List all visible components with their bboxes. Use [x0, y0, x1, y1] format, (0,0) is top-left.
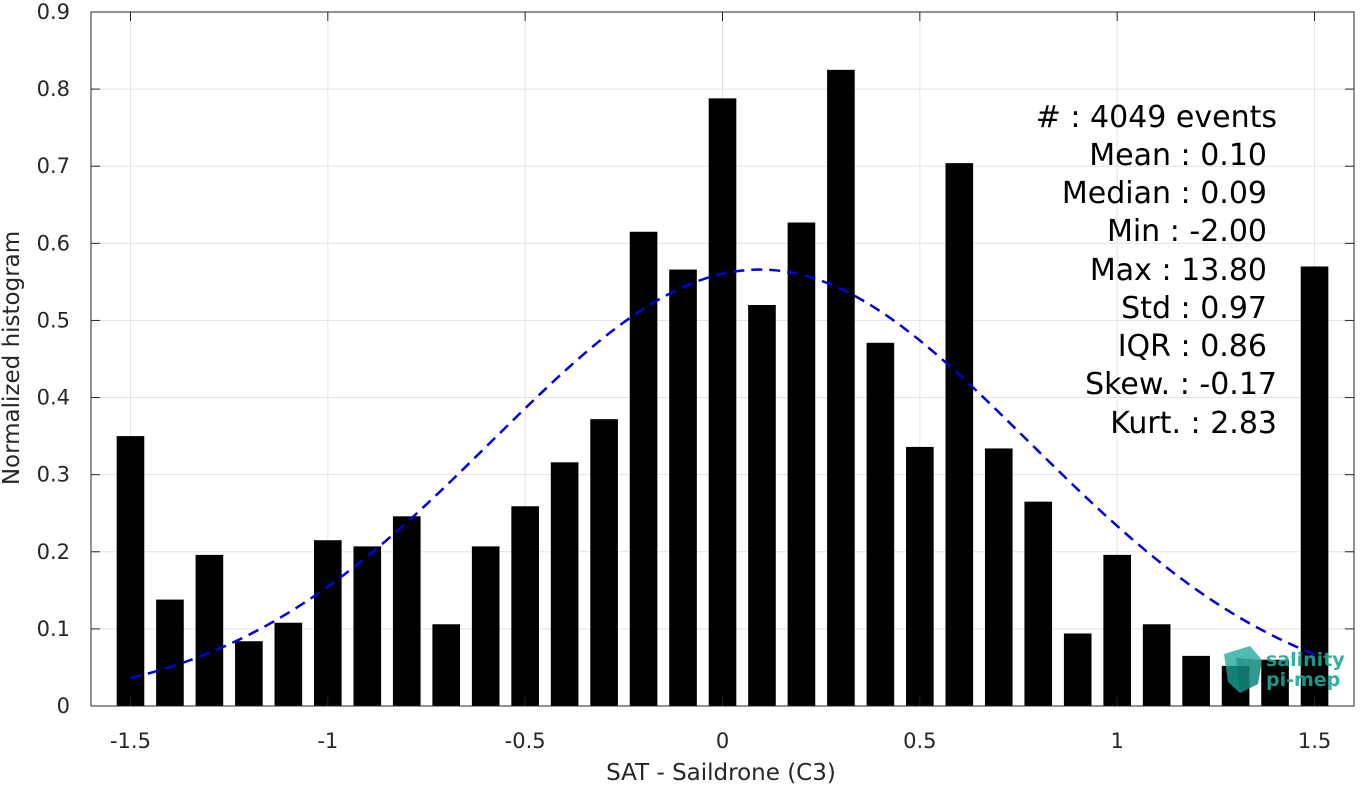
y-tick-label: 0.4	[37, 386, 70, 410]
tick-labels: -1.5 -1 -0.5 0 0.5 1 1.5 0 0.1 0.2 0.3 0.4 0.5 0.6 0.7…	[37, 0, 1332, 753]
histogram-bar	[748, 305, 776, 706]
histogram-bar	[1261, 659, 1289, 706]
y-tick-label: 0.5	[37, 308, 70, 332]
y-tick-label: 0.3	[37, 463, 70, 487]
histogram-bar	[1182, 655, 1210, 706]
x-tick-label: -0.5	[505, 729, 546, 753]
histogram-bar	[708, 98, 737, 706]
x-axis-label: SAT - Saildrone (C3)	[606, 760, 836, 785]
histogram-bar	[866, 342, 895, 706]
histogram-bar	[669, 269, 697, 706]
stat-median: Median : 0.09	[1062, 176, 1267, 211]
histogram-bar	[116, 436, 145, 706]
histogram-bar	[392, 516, 421, 706]
logo-cube-shade	[1236, 658, 1262, 693]
histogram-bar	[432, 624, 461, 706]
stat-events: # : 4049 events	[1036, 100, 1277, 135]
histogram-bar	[471, 546, 500, 706]
x-tick-label: 0.5	[903, 729, 936, 753]
x-tick-label: -1	[317, 729, 338, 753]
logo-line2: pi-mep	[1266, 669, 1340, 691]
y-axis-label: Normalized histogram	[0, 231, 25, 485]
histogram-bar	[945, 163, 974, 707]
stat-skew: Skew. : -0.17	[1085, 367, 1277, 402]
gaussian-fit	[130, 268, 1315, 680]
y-tick-label: 0	[57, 694, 70, 718]
histogram-bar	[1142, 624, 1171, 706]
histogram-bar	[590, 419, 618, 706]
stat-max: Max : 13.80	[1090, 253, 1267, 288]
y-tick-label: 0.6	[37, 231, 70, 255]
stat-std: Std : 0.97	[1121, 291, 1267, 326]
histogram-bar	[313, 540, 342, 706]
histogram-bar	[629, 231, 658, 706]
salinity-pimep-logo: salinity pi-mep	[1224, 646, 1345, 693]
histogram-bar	[195, 554, 224, 706]
histogram-bar	[156, 599, 184, 706]
axes	[90, 11, 1355, 707]
histogram-bar	[353, 546, 382, 706]
histogram-bar	[511, 506, 539, 706]
fit-curve-line	[130, 268, 1315, 680]
stat-kurt: Kurt. : 2.83	[1110, 406, 1277, 441]
histogram-bar	[550, 462, 579, 706]
histogram-bar	[1103, 554, 1132, 706]
stat-mean: Mean : 0.10	[1089, 138, 1267, 173]
histogram-bar	[787, 222, 816, 706]
x-tick-label: 0	[716, 729, 729, 753]
histogram-bar	[1024, 501, 1053, 706]
histogram-bar	[274, 622, 303, 706]
histogram-bar	[984, 448, 1013, 706]
y-tick-label: 0.9	[37, 0, 70, 24]
y-tick-label: 0.1	[37, 617, 70, 641]
y-tick-label: 0.2	[37, 540, 70, 564]
histogram-bar	[827, 69, 855, 707]
x-tick-label: 1	[1111, 729, 1124, 753]
y-tick-label: 0.8	[37, 77, 70, 101]
stat-iqr: IQR : 0.86	[1118, 329, 1267, 364]
histogram-bar	[906, 446, 934, 706]
x-tick-label: -1.5	[110, 729, 151, 753]
logo-line1: salinity	[1266, 649, 1345, 671]
y-tick-label: 0.7	[37, 154, 70, 178]
x-tick-label: 1.5	[1298, 729, 1331, 753]
histogram-bar	[1063, 633, 1092, 706]
histogram-bar	[1300, 266, 1329, 706]
histogram-bars	[116, 69, 1329, 707]
stat-min: Min : -2.00	[1107, 214, 1267, 249]
statistics-box: # : 4049 events Mean : 0.10 Median : 0.0…	[1036, 100, 1277, 441]
histogram-bar	[235, 641, 263, 706]
